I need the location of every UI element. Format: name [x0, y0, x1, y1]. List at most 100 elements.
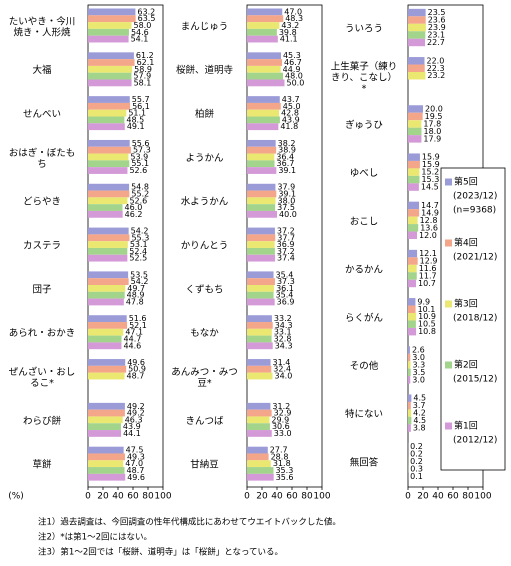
value-label: 52.6: [129, 166, 147, 175]
x-tick-label: 100: [474, 492, 491, 502]
bar: [88, 402, 125, 410]
value-label: 0.2: [410, 442, 423, 451]
value-label: 12.8: [420, 216, 438, 225]
value-label: 9.9: [417, 297, 430, 306]
value-label: 52.4: [129, 247, 147, 256]
value-label: 15.9: [422, 160, 440, 169]
value-label: 31.8: [273, 459, 291, 468]
value-label: 35.3: [275, 466, 293, 475]
category-label: ゆべし: [350, 168, 379, 179]
value-label: 15.3: [421, 175, 439, 184]
value-label: 39.1: [278, 189, 296, 198]
bar: [408, 409, 412, 417]
bar: [247, 35, 278, 43]
bar: [88, 430, 122, 437]
value-label: 37.9: [277, 183, 295, 192]
value-label: 51.6: [129, 314, 147, 323]
value-label: 46.2: [125, 210, 143, 219]
value-label: 14.7: [421, 201, 439, 210]
bar: [88, 271, 129, 279]
value-label: 49.1: [127, 122, 145, 131]
bar: [88, 52, 134, 60]
bar: [408, 16, 426, 24]
x-tick-label: 40: [271, 492, 283, 502]
value-label: 53.5: [130, 270, 148, 279]
bar: [247, 430, 272, 437]
bar: [247, 278, 275, 285]
value-label: 34.0: [275, 372, 293, 381]
value-label: 11.7: [419, 272, 437, 281]
value-label: 29.9: [271, 415, 289, 424]
bar: [247, 102, 281, 110]
bar: [88, 210, 123, 218]
bar: [408, 216, 418, 225]
bar: [88, 197, 128, 205]
note: 注3）第1～2回では「桜餅、道明寺」は「桜餅」となっている。: [38, 547, 283, 558]
value-label: 12.0: [419, 231, 437, 240]
bar: [88, 160, 130, 168]
value-label: 52.1: [129, 321, 147, 330]
value-label: 35.4: [276, 291, 294, 300]
value-label: 14.9: [421, 208, 439, 217]
category-label: おはぎ・ぼたもち: [9, 146, 76, 169]
value-label: 39.1: [278, 166, 296, 175]
value-label: 31.2: [272, 402, 290, 411]
bar: [408, 71, 426, 80]
value-label: 12.9: [420, 257, 438, 266]
bar: [88, 247, 128, 255]
category-label: 柏餅: [195, 108, 215, 120]
bar: [88, 15, 136, 23]
bar: [247, 72, 283, 80]
bar: [88, 139, 130, 147]
value-label: 37.7: [277, 233, 295, 242]
bar: [88, 153, 129, 161]
value-label: 14.5: [421, 183, 439, 192]
category-label: たいやき・今川焼き・人形焼: [9, 15, 76, 38]
value-label: 41.1: [280, 35, 298, 44]
bar: [408, 346, 410, 354]
value-label: 32.4: [273, 365, 291, 374]
bar: [408, 120, 422, 128]
value-label: 48.0: [285, 72, 303, 81]
bar: [247, 473, 274, 481]
bar: [247, 409, 272, 417]
bar: [88, 416, 123, 424]
value-label: 3.3: [412, 360, 425, 369]
bar: [247, 210, 277, 218]
bar: [247, 446, 268, 454]
value-label: 30.6: [272, 422, 290, 431]
value-label: 37.2: [277, 247, 295, 256]
value-label: 44.9: [283, 65, 301, 74]
bar: [88, 342, 122, 350]
legend-swatch: [445, 422, 452, 430]
bar: [247, 291, 274, 299]
legend-period: (2018/12): [453, 314, 497, 324]
value-label: 36.7: [277, 159, 295, 168]
value-label: 18.0: [424, 127, 442, 136]
x-tick-label: 60: [286, 492, 298, 502]
bar: [408, 23, 426, 32]
bar: [88, 8, 136, 16]
bar: [408, 376, 411, 384]
category-label: ようかん: [185, 153, 223, 164]
value-label: 43.7: [282, 95, 300, 104]
x-tick-label: 20: [97, 492, 109, 502]
category-label: 上生菓子（練りきり、こなし）*: [331, 60, 398, 94]
bar: [88, 204, 123, 211]
value-label: 15.2: [421, 168, 439, 177]
value-label: 48.3: [285, 14, 303, 23]
value-label: 48.7: [127, 372, 145, 381]
value-label: 10.9: [418, 312, 436, 321]
category-label: ういろう: [345, 24, 383, 35]
bar: [247, 116, 280, 124]
bar: [408, 224, 419, 232]
value-label: 37.2: [277, 226, 295, 235]
category-label: せんべい: [23, 109, 61, 120]
category-label: 無回答: [350, 456, 379, 468]
bar: [247, 8, 283, 16]
value-label: 44.1: [123, 429, 141, 438]
value-label: 38.0: [278, 196, 296, 205]
category-label: わらび餅: [23, 415, 62, 427]
bar: [408, 424, 411, 432]
bar: [88, 102, 131, 110]
